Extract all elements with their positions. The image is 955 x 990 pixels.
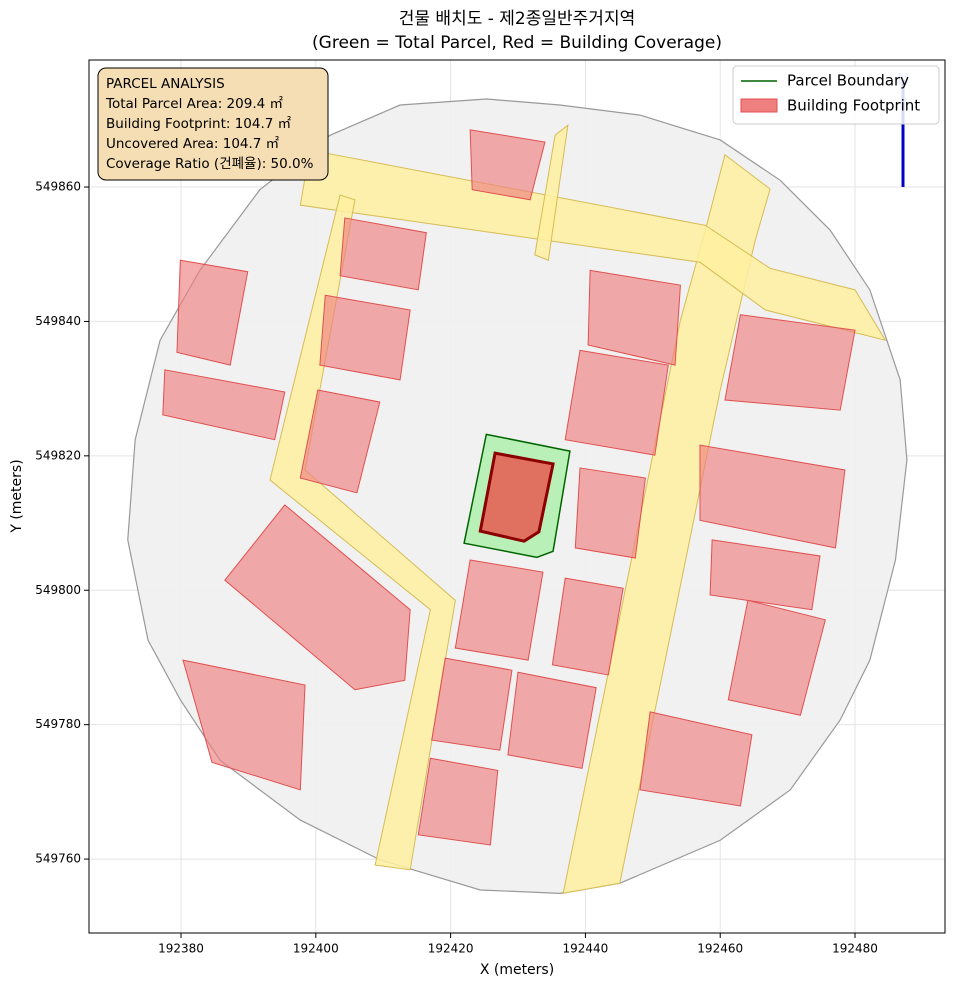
building bbox=[224, 504, 411, 691]
building bbox=[727, 599, 826, 716]
info-line: Total Parcel Area: 209.4 ㎡ bbox=[105, 96, 283, 112]
legend-label: Building Footprint bbox=[787, 97, 920, 115]
x-tick-label: 192380 bbox=[158, 942, 204, 956]
building bbox=[587, 269, 681, 366]
info-line: Building Footprint: 104.7 ㎡ bbox=[106, 116, 292, 132]
building bbox=[551, 577, 624, 676]
target-building bbox=[478, 451, 555, 543]
road bbox=[299, 149, 887, 342]
y-tick-label: 549760 bbox=[35, 852, 81, 866]
x-tick-label: 192480 bbox=[832, 942, 878, 956]
building bbox=[417, 757, 499, 846]
y-tick-label: 549820 bbox=[35, 448, 81, 462]
x-tick-label: 192400 bbox=[293, 942, 339, 956]
legend-swatch bbox=[740, 98, 778, 113]
x-tick-label: 192420 bbox=[428, 942, 474, 956]
building bbox=[431, 657, 513, 751]
building bbox=[709, 539, 821, 611]
building bbox=[176, 259, 249, 366]
road bbox=[534, 124, 569, 261]
building bbox=[319, 294, 411, 381]
chart-subtitle: (Green = Total Parcel, Red = Building Co… bbox=[312, 33, 722, 53]
y-tick-label: 549780 bbox=[35, 717, 81, 731]
x-axis-label: X (meters) bbox=[480, 962, 554, 978]
legend-box bbox=[732, 65, 940, 125]
info-box bbox=[97, 67, 329, 181]
building bbox=[639, 711, 753, 807]
building bbox=[162, 369, 286, 441]
info-line: Uncovered Area: 104.7 ㎡ bbox=[106, 136, 280, 152]
y-axis-label: Y (meters) bbox=[9, 459, 25, 533]
x-tick-label: 192440 bbox=[563, 942, 609, 956]
plot-frame bbox=[88, 59, 946, 934]
building bbox=[724, 314, 856, 411]
building bbox=[564, 349, 669, 456]
y-tick-label: 549840 bbox=[35, 314, 81, 328]
building bbox=[182, 659, 306, 791]
y-tick-label: 549860 bbox=[35, 180, 81, 194]
building bbox=[507, 671, 597, 769]
building bbox=[454, 559, 544, 661]
building bbox=[574, 467, 646, 559]
building bbox=[469, 129, 546, 201]
x-tick-label: 192460 bbox=[697, 942, 743, 956]
legend-label: Parcel Boundary bbox=[787, 72, 909, 90]
info-line: PARCEL ANALYSIS bbox=[106, 76, 225, 92]
building bbox=[699, 444, 846, 549]
building bbox=[339, 217, 427, 291]
y-tick-label: 549800 bbox=[35, 583, 81, 597]
building bbox=[299, 389, 381, 494]
info-line: Coverage Ratio (건폐율): 50.0% bbox=[106, 156, 314, 172]
road bbox=[269, 194, 456, 871]
chart-title: 건물 배치도 - 제2종일반주거지역 bbox=[399, 9, 635, 29]
